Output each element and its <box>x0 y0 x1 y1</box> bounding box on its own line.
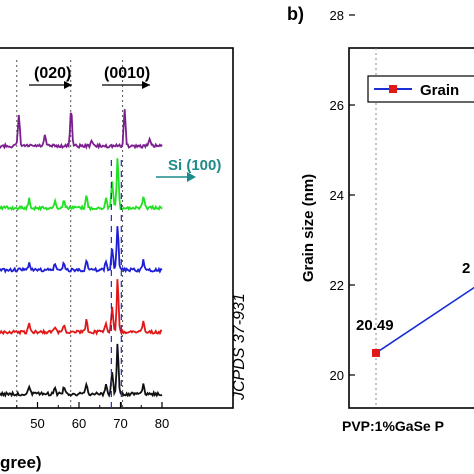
grain-point <box>372 348 380 357</box>
label-si-100: Si (100) <box>168 157 221 174</box>
arrow-si-head <box>187 172 196 182</box>
grain-legend: Grain <box>367 75 474 103</box>
xrd-trace-0 <box>0 109 163 150</box>
grain-data-label: 2 <box>462 260 470 277</box>
arrow-020-head <box>64 81 72 89</box>
grain-y-tick-label: 24 <box>330 188 344 203</box>
panel-b-label: b) <box>287 4 304 24</box>
legend-label: Grain <box>420 82 459 99</box>
xrd-x-axis-label: gree) <box>0 453 42 472</box>
xrd-trace-3 <box>0 279 163 336</box>
xrd-x-tick-label: 60 <box>72 416 86 431</box>
grain-y-ticks: 20222426283032 <box>330 8 355 383</box>
xrd-x-ticks: 50 60 70 80 <box>16 402 169 431</box>
xrd-reference-lines <box>16 60 124 408</box>
label-020: (020) <box>34 65 71 82</box>
label-jcpds: JCPDS 37-931 <box>231 293 248 401</box>
grain-y-tick-label: 26 <box>330 98 344 113</box>
grain-panel: b) 20222426283032 20.492 Grain size (nm)… <box>287 4 474 434</box>
grain-x-tick-label: PVP:1%GaSe P <box>342 418 444 434</box>
arrow-0010-head <box>142 81 150 89</box>
xrd-x-tick-label: 50 <box>30 416 44 431</box>
xrd-traces <box>0 109 163 398</box>
grain-y-tick-label: 28 <box>330 8 344 23</box>
legend-marker-swatch <box>389 85 397 93</box>
grain-series-line <box>375 286 474 354</box>
grain-y-tick-label: 20 <box>330 368 344 383</box>
grain-y-tick-label: 22 <box>330 278 344 293</box>
grain-plot-frame <box>348 47 474 409</box>
xrd-dash-markers <box>110 160 122 408</box>
xrd-x-tick-label: 80 <box>155 416 169 431</box>
grain-y-axis-label: Grain size (nm) <box>300 174 317 282</box>
xrd-trace-4 <box>0 343 163 398</box>
xrd-trace-1 <box>0 158 163 212</box>
xrd-panel: 50 60 70 80 (020) (0010) Si (100) JCPDS 37-… <box>0 47 248 472</box>
xrd-trace-2 <box>0 226 163 274</box>
xrd-x-tick-label: 70 <box>113 416 127 431</box>
label-0010: (0010) <box>104 65 150 82</box>
grain-data-label: 20.49 <box>356 317 394 334</box>
grain-series: 20.49 2 <box>356 260 474 357</box>
